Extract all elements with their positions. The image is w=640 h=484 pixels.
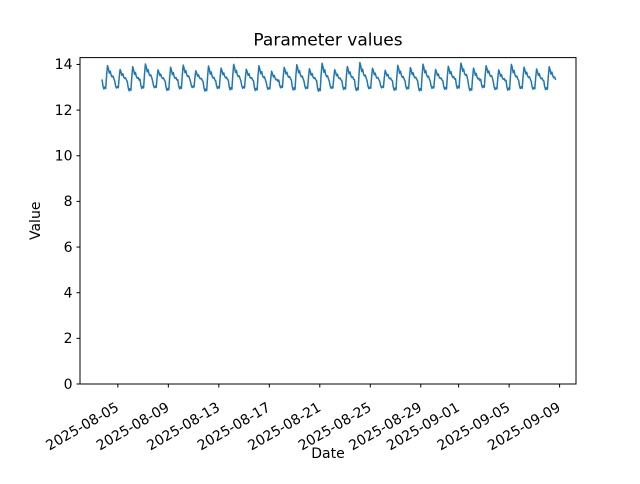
x-axis-ticks: 2025-08-052025-08-092025-08-132025-08-17… (43, 384, 564, 454)
x-axis-label: Date (311, 446, 344, 462)
chart-title: Parameter values (253, 31, 402, 51)
plot-area (79, 57, 577, 385)
y-tick-label: 8 (64, 194, 73, 210)
y-tick-label: 0 (64, 377, 73, 393)
y-tick-label: 10 (55, 149, 73, 165)
y-tick-label: 4 (64, 285, 73, 301)
series-line (101, 61, 557, 92)
y-axis-label: Value (28, 202, 44, 240)
y-tick-label: 2 (64, 331, 73, 347)
y-tick-label: 14 (55, 57, 73, 73)
y-tick-label: 6 (64, 240, 73, 256)
y-axis-ticks: 0 2 4 6 8 10 12 14 (55, 57, 80, 393)
y-tick-label: 12 (55, 103, 73, 119)
